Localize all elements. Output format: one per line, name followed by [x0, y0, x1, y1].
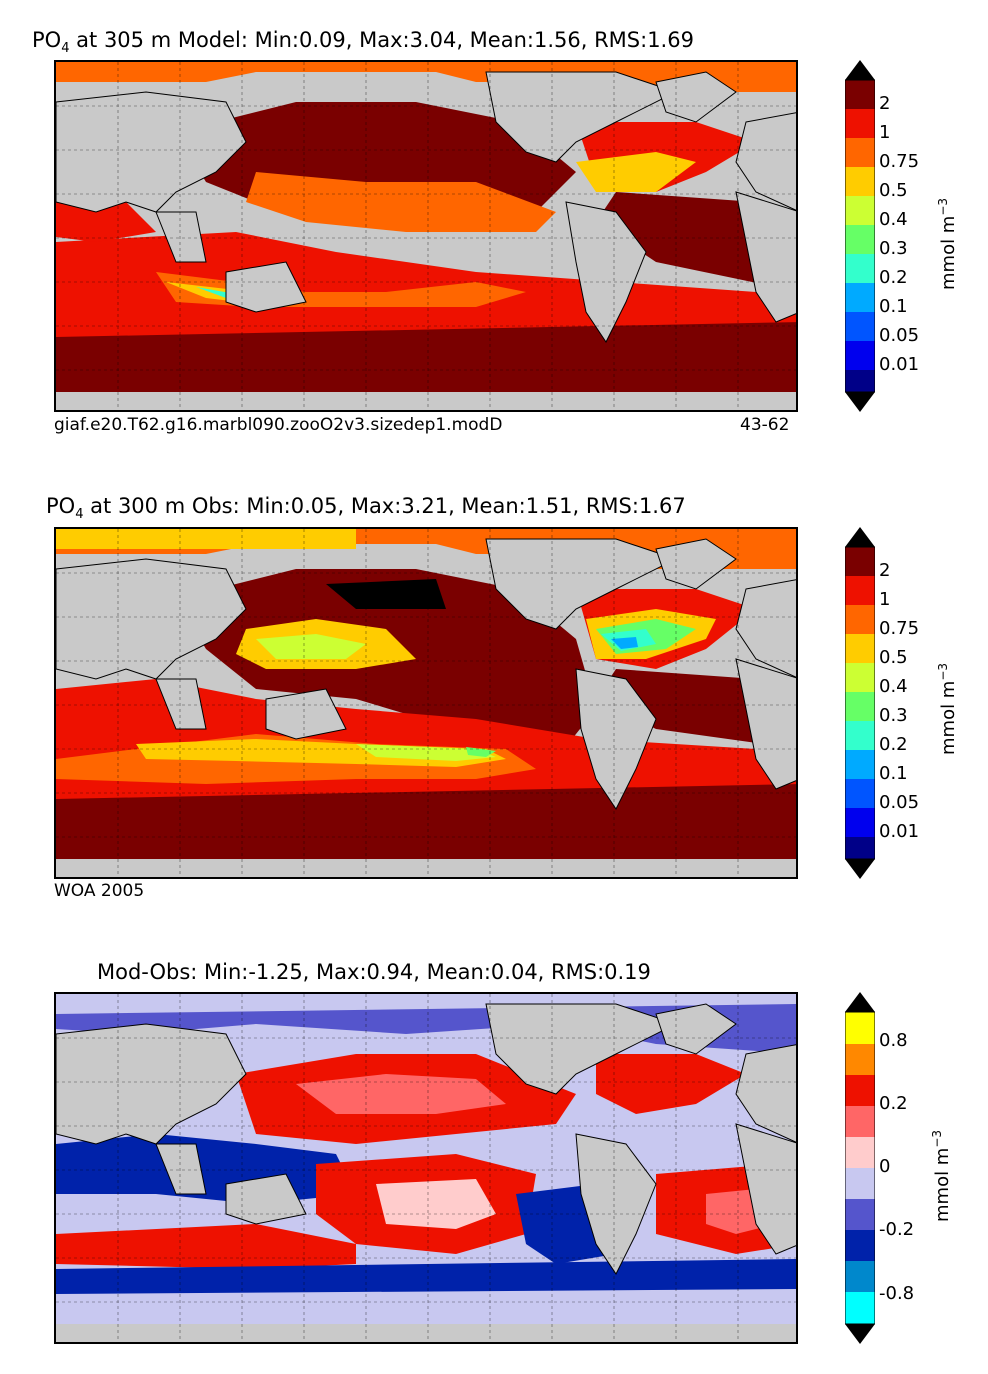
- panel1-case-name: giaf.e20.T62.g16.marbl090.zooO2v3.sizede…: [54, 415, 503, 435]
- panel2-tick-2: 2: [879, 560, 891, 581]
- panel2-tick-0.05: 0.05: [879, 792, 920, 813]
- panel3-tick-neg0.8: -0.8: [879, 1283, 915, 1304]
- panel3-tick-0: 0: [879, 1156, 891, 1177]
- panel1-colorbar-unit: mmol m−3: [936, 197, 959, 290]
- panel2-colorbar-unit: mmol m−3: [936, 662, 959, 755]
- panel2-tick-0.01: 0.01: [879, 821, 920, 842]
- panel1-years: 43-62: [740, 415, 790, 435]
- panel2-tick-0.4: 0.4: [879, 676, 908, 697]
- panel2-source-note: WOA 2005: [54, 881, 145, 901]
- panel2-tick-0.1: 0.1: [879, 763, 908, 784]
- panel2-tick-0.2: 0.2: [879, 734, 908, 755]
- panel1-tick-0.1: 0.1: [879, 296, 908, 317]
- panel2-tick-1: 1: [879, 589, 891, 610]
- panel1-colorbar: [845, 60, 875, 412]
- panel1-tick-1: 1: [879, 122, 891, 143]
- panel1-tick-0.75: 0.75: [879, 151, 920, 172]
- panel1-tick-2: 2: [879, 93, 891, 114]
- panel3-map: [54, 992, 798, 1344]
- panel1-tick-0.5: 0.5: [879, 180, 908, 201]
- panel1-tick-0.2: 0.2: [879, 267, 908, 288]
- panel3-colorbar-unit: mmol m−3: [930, 1129, 953, 1222]
- panel2-tick-0.5: 0.5: [879, 647, 908, 668]
- panel2-map: [54, 527, 798, 879]
- panel2-title: PO4 at 300 m Obs: Min:0.05, Max:3.21, Me…: [46, 494, 686, 523]
- panel2-colorbar: [845, 527, 875, 879]
- panel1-tick-0.05: 0.05: [879, 325, 920, 346]
- panel3-tick-0.2: 0.2: [879, 1093, 908, 1114]
- panel1-tick-0.01: 0.01: [879, 354, 920, 375]
- panel1-tick-0.4: 0.4: [879, 209, 908, 230]
- panel1-map: [54, 60, 798, 412]
- panel2-tick-0.75: 0.75: [879, 618, 920, 639]
- panel1-tick-0.3: 0.3: [879, 238, 908, 259]
- panel3-tick-neg0.2: -0.2: [879, 1219, 915, 1240]
- panel1-title: PO4 at 305 m Model: Min:0.09, Max:3.04, …: [32, 28, 694, 57]
- panel3-tick-0.8: 0.8: [879, 1030, 908, 1051]
- panel2-tick-0.3: 0.3: [879, 705, 908, 726]
- panel3-title: Mod-Obs: Min:-1.25, Max:0.94, Mean:0.04,…: [97, 960, 651, 984]
- panel3-colorbar: [845, 992, 875, 1344]
